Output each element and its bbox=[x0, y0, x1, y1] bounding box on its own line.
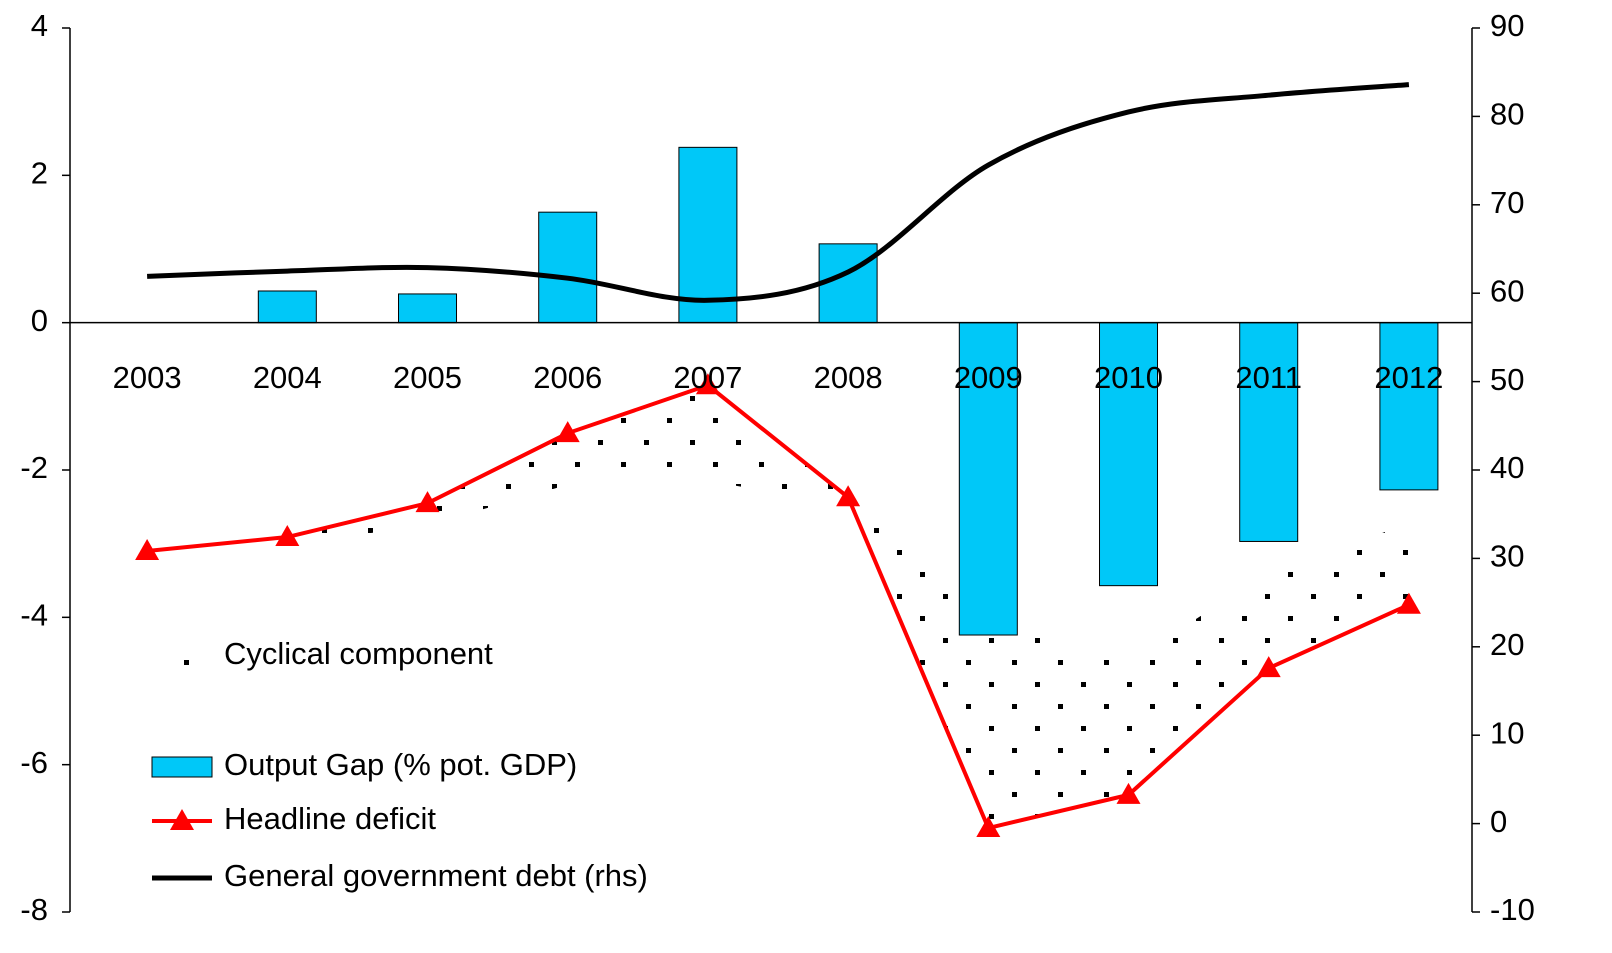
marker bbox=[415, 491, 440, 513]
x-tick-label: 2003 bbox=[113, 360, 182, 395]
y-tick-label: 0 bbox=[31, 303, 48, 338]
marker bbox=[836, 485, 861, 507]
y-tick-label: 2 bbox=[31, 156, 48, 191]
x-tick-label: 2009 bbox=[954, 360, 1023, 395]
y-tick-label: -6 bbox=[20, 745, 48, 780]
y2-tick-label: 20 bbox=[1490, 627, 1524, 662]
y2-tick-label: 40 bbox=[1490, 450, 1524, 485]
legend-swatch bbox=[151, 756, 213, 778]
marker bbox=[1256, 656, 1281, 678]
y2-tick-label: 10 bbox=[1490, 715, 1524, 750]
y2-tick-label: 90 bbox=[1490, 8, 1524, 43]
legend-swatch bbox=[152, 644, 212, 668]
bar bbox=[818, 243, 878, 324]
legend-label: Headline deficit bbox=[224, 801, 436, 836]
bar bbox=[398, 293, 458, 324]
y2-tick-label: 60 bbox=[1490, 273, 1524, 308]
y2-tick-label: 80 bbox=[1490, 97, 1524, 132]
y2-tick-label: -10 bbox=[1490, 892, 1535, 927]
marker bbox=[135, 539, 160, 561]
y2-tick-label: 50 bbox=[1490, 362, 1524, 397]
debt-line bbox=[147, 82, 1410, 303]
x-tick-label: 2005 bbox=[393, 360, 462, 395]
legend-marker bbox=[170, 809, 194, 830]
y-tick-label: -8 bbox=[20, 892, 48, 927]
y2-tick-label: 30 bbox=[1490, 539, 1524, 574]
marker bbox=[976, 816, 1001, 838]
marker bbox=[275, 525, 300, 547]
marker bbox=[1116, 782, 1141, 804]
x-tick-label: 2007 bbox=[673, 360, 742, 395]
legend-label: General government debt (rhs) bbox=[224, 858, 648, 893]
bar bbox=[1239, 322, 1299, 542]
bar bbox=[1099, 322, 1159, 587]
bar bbox=[257, 290, 317, 324]
y-tick-label: -4 bbox=[20, 598, 48, 633]
legend-label: Output Gap (% pot. GDP) bbox=[224, 747, 577, 782]
bar bbox=[538, 211, 598, 324]
bar bbox=[1379, 322, 1439, 491]
x-tick-label: 2011 bbox=[1235, 360, 1302, 395]
y-tick-label: 4 bbox=[31, 8, 48, 43]
y2-tick-label: 70 bbox=[1490, 185, 1524, 220]
cyclical-area bbox=[147, 385, 1409, 829]
x-tick-label: 2010 bbox=[1094, 360, 1163, 395]
y2-tick-label: 0 bbox=[1490, 804, 1507, 839]
marker bbox=[1396, 592, 1421, 614]
x-tick-label: 2012 bbox=[1374, 360, 1443, 395]
bar bbox=[678, 146, 738, 324]
legend-label: Cyclical component bbox=[224, 636, 493, 671]
deficit-line bbox=[146, 383, 1410, 831]
marker bbox=[695, 373, 720, 395]
x-tick-label: 2004 bbox=[253, 360, 322, 395]
marker bbox=[555, 421, 580, 443]
y-tick-label: -2 bbox=[20, 450, 48, 485]
x-tick-label: 2008 bbox=[814, 360, 883, 395]
x-tick-label: 2006 bbox=[533, 360, 602, 395]
